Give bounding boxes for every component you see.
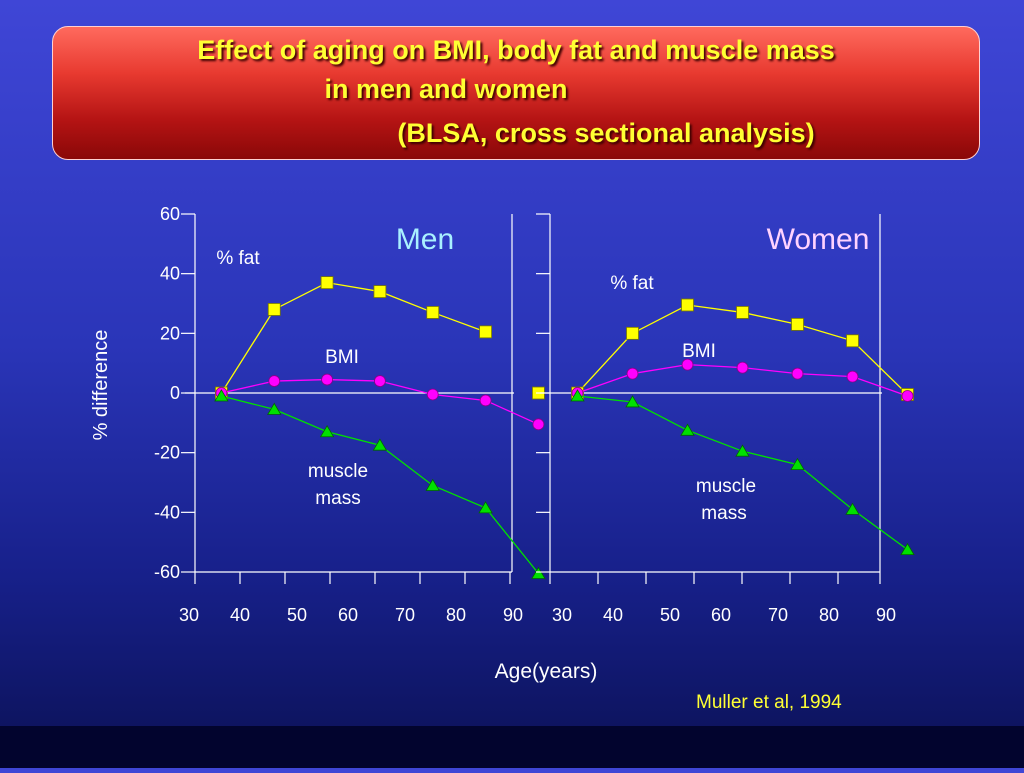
muscle-point xyxy=(531,566,546,579)
bmi-point xyxy=(532,418,545,431)
title-line-1: Effect of aging on BMI, body fat and mus… xyxy=(197,35,835,65)
muscle-point xyxy=(625,395,640,408)
muscle-point xyxy=(319,424,335,438)
x-tick-label: 50 xyxy=(287,605,307,625)
y-tick-label: 20 xyxy=(160,323,180,343)
x-tick-label: 70 xyxy=(768,605,788,625)
bmi-point xyxy=(736,361,749,374)
y-tick-label: 40 xyxy=(160,264,180,284)
x-tick-label: 40 xyxy=(603,605,623,625)
bmi-point xyxy=(268,375,281,387)
muscle-point xyxy=(425,478,440,491)
x-tick-label: 40 xyxy=(230,605,250,625)
fat-point xyxy=(267,303,281,316)
x-tick-label: 30 xyxy=(179,605,199,625)
muscle-point xyxy=(790,457,805,471)
muscle-point xyxy=(735,444,750,457)
fat-point xyxy=(426,306,440,319)
annotation-mass: mass xyxy=(315,488,360,509)
muscle-point xyxy=(845,502,860,515)
fat-point xyxy=(791,317,804,331)
x-tick-label: 50 xyxy=(660,605,680,625)
bmi-point xyxy=(791,367,804,380)
x-tick-label: 80 xyxy=(446,605,466,625)
bmi-point xyxy=(321,373,333,386)
muscle-point xyxy=(372,438,388,451)
series-line-square xyxy=(220,281,486,394)
x-axis-label: Age(years) xyxy=(495,660,598,683)
muscle-point xyxy=(478,501,493,514)
x-tick-label: 60 xyxy=(338,605,358,625)
fat-point xyxy=(479,325,492,339)
title-box: Effect of aging on BMI, body fat and mus… xyxy=(52,26,980,160)
series-line-triangle xyxy=(221,395,539,574)
y-axis-label: % difference xyxy=(90,330,112,441)
annotation-fat: % fat xyxy=(610,273,654,294)
x-tick-label: 90 xyxy=(876,605,896,625)
bmi-point xyxy=(374,375,386,387)
y-tick-label: -60 xyxy=(154,562,180,582)
muscle-point xyxy=(900,542,915,556)
bmi-point xyxy=(479,394,492,407)
x-tick-label: 90 xyxy=(503,605,523,625)
x-tick-label: 60 xyxy=(711,605,731,625)
y-tick-label: -40 xyxy=(154,502,180,522)
annotation-mass: mass xyxy=(701,503,746,524)
x-tick-label: 30 xyxy=(552,605,572,625)
panel-title-men: Men xyxy=(396,223,454,256)
y-tick-label: -20 xyxy=(154,443,180,463)
fat-point xyxy=(626,326,639,340)
title-line-3: (BLSA, cross sectional analysis) xyxy=(397,118,815,148)
annotation-bmi: BMI xyxy=(682,341,716,362)
bmi-point xyxy=(901,390,914,402)
fat-point xyxy=(846,334,859,348)
muscle-point xyxy=(214,389,229,402)
bottom-strip xyxy=(0,726,1024,768)
annotation-muscle: muscle xyxy=(308,461,368,482)
fat-point xyxy=(320,276,334,290)
annotation-fat: % fat xyxy=(216,248,260,269)
y-tick-label: 0 xyxy=(170,383,180,403)
panel-title-women: Women xyxy=(767,223,870,256)
annotation-bmi: BMI xyxy=(325,347,359,368)
fat-point xyxy=(681,298,694,312)
muscle-point xyxy=(570,389,585,402)
annotation-muscle: muscle xyxy=(696,476,756,497)
muscle-point xyxy=(267,402,282,415)
muscle-point xyxy=(680,423,695,436)
y-tick-label: 60 xyxy=(160,204,180,224)
fat-point xyxy=(736,306,749,319)
x-tick-label: 80 xyxy=(819,605,839,625)
x-tick-label: 70 xyxy=(395,605,415,625)
bmi-point xyxy=(626,367,639,380)
fat-point xyxy=(373,285,387,298)
citation: Muller et al, 1994 xyxy=(696,692,842,713)
bmi-point xyxy=(846,370,859,383)
series-line-triangle xyxy=(577,395,908,551)
bmi-point xyxy=(681,358,694,371)
title-line-2: in men and women xyxy=(324,74,568,104)
bmi-point xyxy=(426,388,439,401)
